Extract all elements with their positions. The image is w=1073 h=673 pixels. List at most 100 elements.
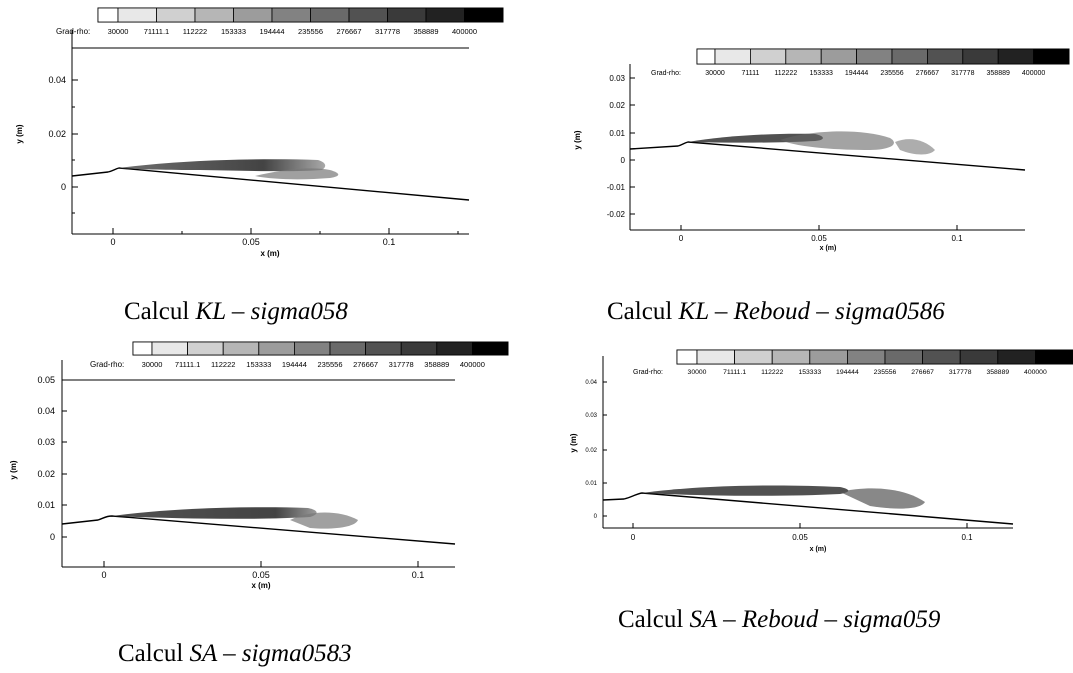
shed-cloud: [895, 139, 935, 155]
colorbar-level-label: 276667: [916, 70, 939, 77]
x-tick-label: 0: [101, 570, 106, 580]
y-tick-label: 0.04: [585, 380, 597, 386]
caption-prefix: Calcul: [118, 640, 184, 667]
legend-label: Grad-rho:: [633, 369, 663, 376]
y-axis-title: y (m): [9, 460, 18, 479]
caption-math: SA – sigma0583: [189, 640, 352, 667]
colorbar-level-label: 153333: [798, 369, 821, 376]
y-tick-label: 0.01: [609, 129, 625, 138]
caption-prefix: Calcul: [607, 298, 673, 325]
colorbar-level-label: 153333: [810, 70, 833, 77]
colorbar-level-label: 276667: [353, 360, 378, 369]
y-tick-label: 0.01: [37, 500, 55, 510]
colorbar-level-label: 71111.1: [144, 27, 169, 36]
colorbar-level-label: 276667: [336, 27, 361, 36]
colorbar-swatch: [1035, 349, 1073, 365]
colorbar-level-label: 400000: [1024, 369, 1047, 376]
cavity-cloud: [780, 131, 894, 150]
colorbar-level-label: 358889: [986, 369, 1009, 376]
colorbar-level-label: 317778: [949, 369, 972, 376]
cavity-wake: [840, 488, 925, 509]
y-tick-label: 0.03: [585, 413, 597, 419]
wall-curve: [602, 492, 1014, 525]
colorbar-level-label: 400000: [452, 27, 477, 36]
y-tick-label: 0.02: [48, 129, 66, 139]
colorbar-swatch: [1033, 48, 1070, 65]
colorbar-level-label: 317778: [389, 360, 414, 369]
colorbar-swatches: [676, 349, 1073, 365]
y-tick-label: 0.02: [609, 101, 625, 110]
colorbar-level-label: 153333: [221, 27, 246, 36]
wall-curve: [629, 141, 1026, 171]
y-tick-label: 0: [621, 156, 626, 165]
colorbar-level-label: 153333: [246, 360, 271, 369]
colorbar-swatches: [97, 7, 504, 23]
colorbar-level-label: 30000: [142, 360, 163, 369]
colorbar-level-label: 400000: [1022, 70, 1045, 77]
colorbar-labels: 30000 71111.1 112222 153333 194444 235556 2766…: [108, 27, 477, 36]
y-tick-label: -0.01: [607, 183, 626, 192]
y-tick-label: 0.03: [37, 437, 55, 447]
x-ticks: [112, 228, 459, 234]
colorbar-level-label: 194444: [836, 369, 859, 376]
y-tick-label: 0.02: [37, 469, 55, 479]
y-ticks: [630, 77, 635, 215]
colorbar-level-label: 112222: [211, 360, 235, 369]
colorbar-level-label: 112222: [183, 27, 207, 36]
x-axis-title: x (m): [260, 249, 279, 258]
x-tick-label: 0.05: [811, 234, 827, 243]
colorbar-level-label: 235556: [874, 369, 897, 376]
caption-math: KL – Reboud – sigma0586: [678, 298, 945, 325]
y-axis-title: y (m): [573, 130, 582, 149]
colorbar-swatch: [922, 349, 961, 365]
x-axis-title: x (m): [251, 581, 270, 590]
x-axis-title: x (m): [810, 546, 827, 553]
colorbar-level-label: 235556: [298, 27, 323, 36]
colorbar-swatch: [771, 349, 811, 365]
x-tick-label: 0.1: [951, 234, 963, 243]
caption-prefix: Calcul: [618, 606, 684, 633]
wall-curve: [71, 167, 470, 201]
colorbar-swatches: [696, 48, 1070, 65]
x-tick-label: 0: [679, 234, 684, 243]
x-tick-label: 0.05: [792, 533, 808, 542]
colorbar-labels: 30000 71111 112222 153333 194444 235556 276667…: [705, 70, 1045, 77]
colorbar-labels: 30000 71111.1 112222 153333 194444 235556 2766…: [688, 369, 1047, 376]
y-tick-label: 0.04: [37, 406, 55, 416]
cavity-wake: [290, 512, 358, 529]
x-ticks: [632, 523, 968, 528]
colorbar-level-label: 358889: [413, 27, 438, 36]
colorbar-level-label: 71111.1: [175, 360, 200, 369]
x-tick-label: 0: [110, 237, 115, 247]
colorbar-level-label: 112222: [774, 70, 797, 77]
x-tick-label: 0.1: [961, 533, 973, 542]
colorbar-swatch: [734, 349, 773, 365]
y-tick-label: 0: [50, 532, 55, 542]
y-ticks: [72, 79, 78, 214]
y-tick-label: 0: [594, 514, 598, 520]
colorbar-swatch: [676, 349, 698, 365]
colorbar-level-label: 30000: [705, 70, 725, 77]
colorbar-level-label: 194444: [282, 360, 307, 369]
colorbar-level-label: 194444: [259, 27, 284, 36]
colorbar-swatch: [884, 349, 923, 365]
colorbar-level-label: 30000: [108, 27, 129, 36]
colorbar-level-label: 71111: [741, 70, 759, 77]
colorbar-level-label: 317778: [375, 27, 400, 36]
colorbar-level-label: 71111.1: [723, 369, 746, 376]
y-tick-label: -0.02: [607, 210, 626, 219]
y-tick-label: 0.03: [609, 74, 625, 83]
colorbar-level-label: 194444: [845, 70, 868, 77]
colorbar-level-label: 235556: [317, 360, 342, 369]
y-ticks: [603, 381, 607, 517]
colorbar-swatch: [847, 349, 886, 365]
colorbar-swatch: [696, 349, 735, 365]
y-axis-title: y (m): [15, 124, 24, 143]
caption-kl-reboud: Calcul KL – Reboud – sigma0586: [607, 298, 945, 326]
x-axis-title: x (m): [820, 245, 837, 252]
colorbar-level-label: 112222: [761, 369, 783, 376]
caption-sa-reboud: Calcul SA – Reboud – sigma059: [618, 606, 940, 634]
